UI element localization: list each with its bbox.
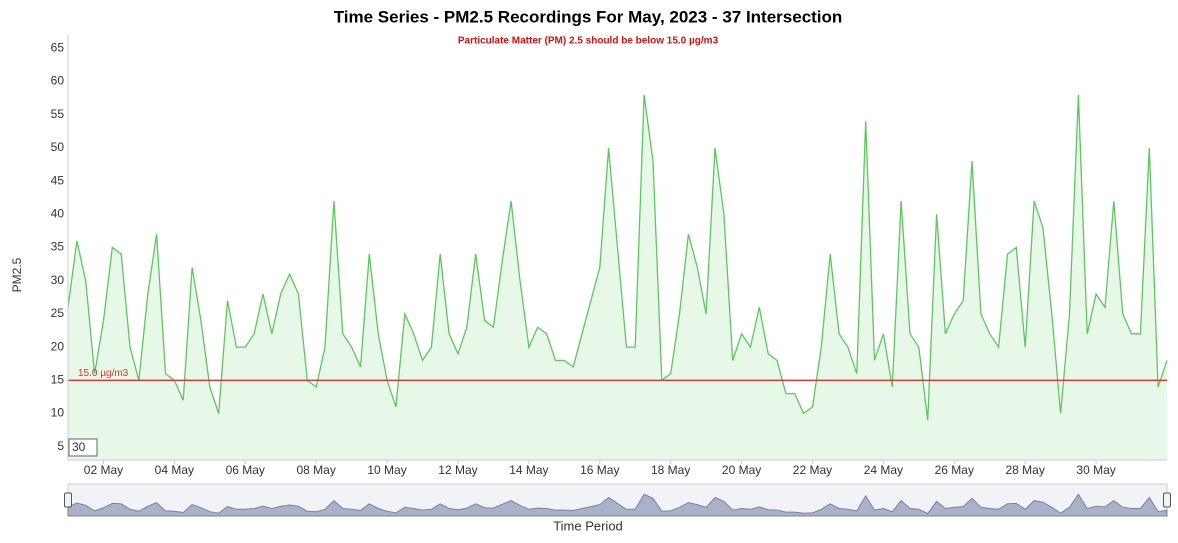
y-tick-label: 60 xyxy=(51,74,65,88)
y-tick-label: 45 xyxy=(51,173,65,187)
y-tick-label: 5 xyxy=(57,439,64,453)
x-tick-label: 18 May xyxy=(651,463,690,477)
navigator-handle xyxy=(1163,492,1171,508)
x-tick-label: 30 May xyxy=(1076,463,1115,477)
zoom-box xyxy=(68,438,98,457)
x-tick-label: 12 May xyxy=(438,463,477,477)
x-tick-label: 16 May xyxy=(580,463,619,477)
y-tick-label: 55 xyxy=(51,107,65,121)
y-tick-label: 35 xyxy=(51,240,65,254)
x-tick-label: 14 May xyxy=(509,463,548,477)
series-line xyxy=(67,94,1168,421)
threshold-label: 15.0 µg/m3 xyxy=(78,368,129,379)
area-fill xyxy=(68,94,1167,461)
x-tick-label: 02 May xyxy=(84,463,123,477)
x-tick-label: 24 May xyxy=(864,463,903,477)
chart-subtitle: Particulate Matter (PM) 2.5 should be be… xyxy=(458,36,719,47)
y-tick-label: 25 xyxy=(51,306,65,320)
y-tick-label: 50 xyxy=(51,140,65,154)
y-tick-label: 30 xyxy=(51,273,65,287)
x-tick-label: 28 May xyxy=(1006,463,1045,477)
x-tick-label: 22 May xyxy=(793,463,832,477)
x-tick-label: 20 May xyxy=(722,463,761,477)
navigator-series xyxy=(67,493,1168,517)
navigator-handle xyxy=(64,492,72,508)
x-tick-label: 10 May xyxy=(367,463,406,477)
y-tick-label: 15 xyxy=(51,372,65,386)
x-tick-label: 06 May xyxy=(226,463,265,477)
x-tick-label: 08 May xyxy=(296,463,335,477)
x-axis-label: Time Period xyxy=(553,518,623,533)
y-axis-label: PM2.5 xyxy=(10,257,24,292)
y-tick-label: 10 xyxy=(51,406,65,420)
chart-title: Time Series - PM2.5 Recordings For May, … xyxy=(334,7,843,26)
y-tick-label: 40 xyxy=(51,206,65,220)
y-tick-label: 20 xyxy=(51,339,65,353)
zoom-label: 30 xyxy=(72,440,86,454)
y-tick-label: 65 xyxy=(51,40,65,54)
x-tick-label: 26 May xyxy=(935,463,974,477)
x-tick-label: 04 May xyxy=(155,463,194,477)
